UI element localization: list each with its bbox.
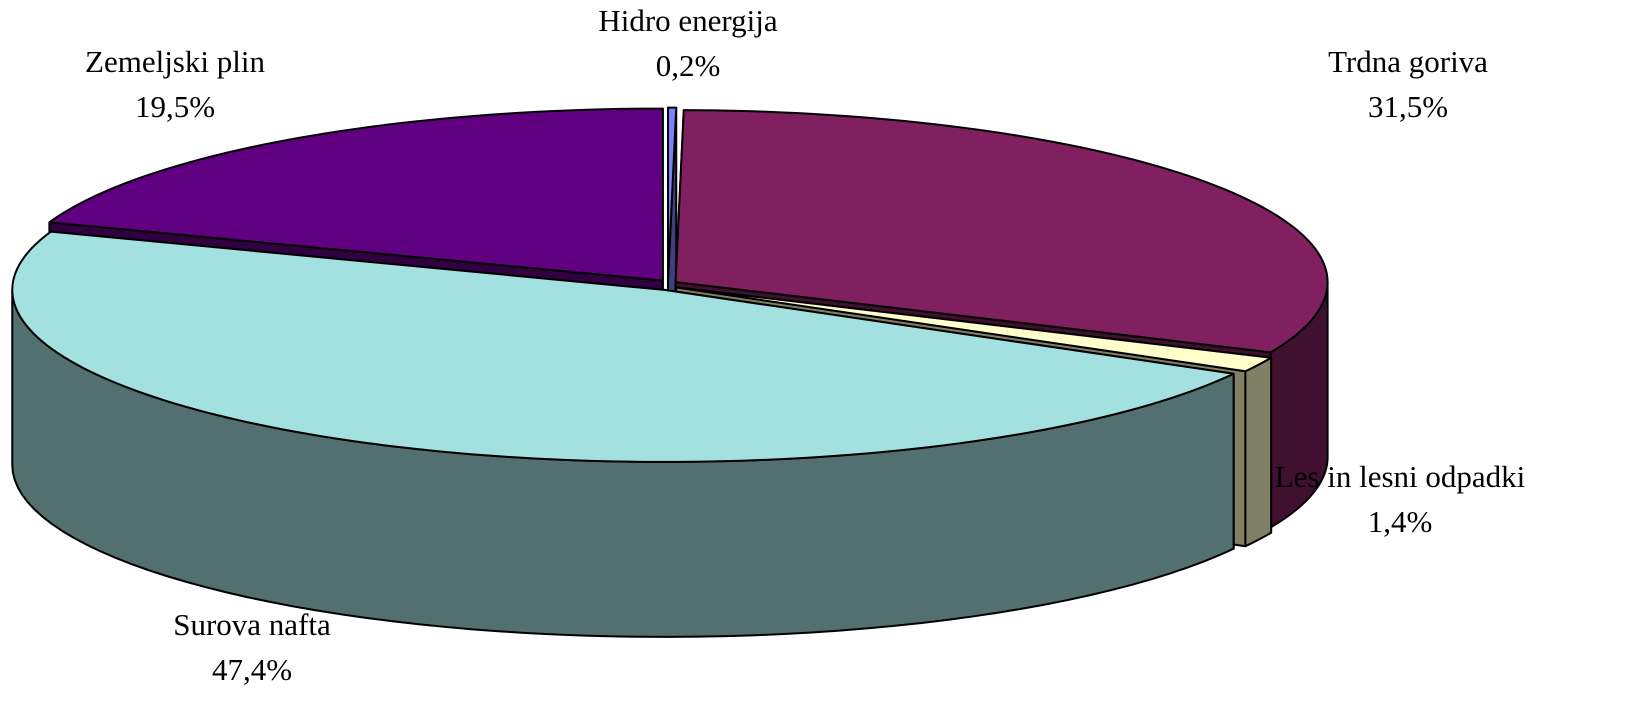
slice-label: Trdna goriva: [1328, 44, 1488, 79]
slice: [675, 286, 1273, 373]
slice-value-label: 31,5%: [1368, 89, 1448, 124]
slice-label: Hidro energija: [598, 3, 778, 38]
slice-label: Les in lesni odpadki: [1275, 459, 1526, 494]
slice-value-label: 1,4%: [1368, 504, 1433, 539]
slice: [674, 109, 1329, 354]
slice: [48, 107, 664, 282]
slice-value-label: 0,2%: [656, 48, 721, 83]
slice: [667, 106, 678, 281]
slice-label: Surova nafta: [173, 607, 331, 642]
slice-value-label: 19,5%: [135, 89, 215, 124]
slice: [11, 230, 1235, 463]
slice-label: Zemeljski plin: [85, 44, 265, 79]
slice-value-label: 47,4%: [212, 652, 292, 687]
slice-wall: [1244, 356, 1273, 548]
